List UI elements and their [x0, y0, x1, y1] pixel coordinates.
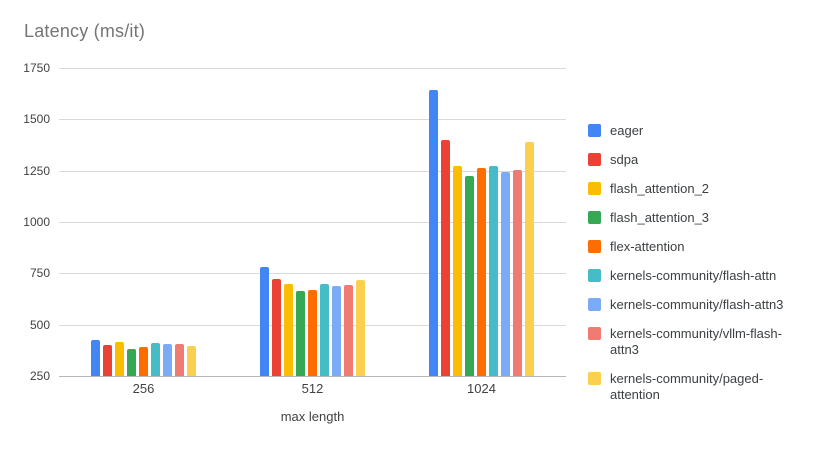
- y-axis-tick-label: 1250: [23, 163, 50, 178]
- bar-kernels-community/paged-attention: [187, 346, 196, 376]
- x-axis-tick-label: 256: [132, 381, 155, 396]
- bar-flex-attention: [308, 290, 317, 376]
- bar-kernels-community/flash-attn: [489, 166, 498, 376]
- bar-kernels-community/flash-attn3: [501, 172, 510, 376]
- x-axis-tick-labels: 256 512 1024: [59, 381, 566, 396]
- legend-item: flex-attention: [588, 239, 808, 255]
- bar-kernels-community/vllm-flash-attn3: [513, 170, 522, 376]
- x-axis-tick-label: 1024: [467, 381, 496, 396]
- gridline-1000: [59, 222, 566, 223]
- gridline-250: [59, 376, 566, 377]
- legend-item: kernels-community/flash-attn: [588, 268, 808, 284]
- chart-title: Latency (ms/it): [24, 21, 146, 41]
- y-axis-tick-label: 500: [29, 317, 50, 332]
- bar-kernels-community/vllm-flash-attn3: [175, 344, 184, 376]
- bar-kernels-community/flash-attn3: [163, 344, 172, 376]
- legend-item: sdpa: [588, 152, 808, 168]
- legend-swatch-icon: [588, 372, 601, 385]
- bar-flash_attention_2: [115, 342, 124, 376]
- bar-flash_attention_3: [465, 176, 474, 376]
- y-axis-tick-label: 1500: [23, 112, 50, 127]
- legend-swatch-icon: [588, 211, 601, 224]
- legend-item: kernels-community/flash-attn3: [588, 297, 808, 313]
- chart-legend: eager sdpa flash_attention_2 flash_attentio…: [588, 123, 808, 416]
- legend-label: kernels-community/vllm-flash-attn3: [610, 326, 782, 357]
- legend-label: eager: [610, 123, 644, 138]
- legend-swatch-icon: [588, 240, 601, 253]
- legend-swatch-icon: [588, 269, 601, 282]
- bar-flash_attention_3: [296, 291, 305, 376]
- bar-flash_attention_2: [284, 284, 293, 376]
- x-axis-title: max length: [280, 409, 345, 424]
- bar-groups: [59, 68, 566, 376]
- legend-swatch-icon: [588, 124, 601, 137]
- bar-flex-attention: [477, 168, 486, 376]
- plot-area: 250 500 750 1000 1250 1500 1750: [23, 61, 566, 383]
- legend-label: flash_attention_3: [610, 210, 710, 225]
- legend-label: flex-attention: [610, 239, 685, 254]
- bar-kernels-community/paged-attention: [356, 280, 365, 376]
- legend-label: flash_attention_2: [610, 181, 710, 196]
- bar-kernels-community/paged-attention: [525, 142, 534, 376]
- bar-group-512: [228, 68, 397, 376]
- bar-sdpa: [441, 140, 450, 376]
- legend-swatch-icon: [588, 182, 601, 195]
- legend-swatch-icon: [588, 153, 601, 166]
- legend-swatch-icon: [588, 327, 601, 340]
- legend-item: eager: [588, 123, 808, 139]
- legend-swatch-icon: [588, 298, 601, 311]
- bar-kernels-community/flash-attn: [151, 343, 160, 376]
- y-axis-tick-label: 750: [29, 266, 50, 281]
- legend-label: kernels-community/flash-attn3: [610, 297, 784, 312]
- gridline-750: [59, 273, 566, 275]
- bar-kernels-community/vllm-flash-attn3: [344, 285, 353, 376]
- legend-item: flash_attention_3: [588, 210, 808, 226]
- legend-label: sdpa: [610, 152, 639, 167]
- legend-item: flash_attention_2: [588, 181, 808, 197]
- legend-label: kernels-community/flash-attn: [610, 268, 777, 283]
- bar-sdpa: [272, 279, 281, 376]
- legend-item: kernels-community/vllm-flash-attn3: [588, 326, 808, 358]
- legend-label: kernels-community/paged-attention: [610, 371, 764, 402]
- bar-flash_attention_3: [127, 349, 136, 376]
- bar-eager: [429, 90, 438, 376]
- x-axis-tick-label: 512: [301, 381, 324, 396]
- bar-kernels-community/flash-attn3: [332, 286, 341, 376]
- bar-flex-attention: [139, 347, 148, 376]
- bar-sdpa: [103, 345, 112, 376]
- legend-item: kernels-community/paged-attention: [588, 371, 808, 403]
- y-axis-tick-label: 1750: [23, 61, 50, 75]
- y-axis-tick-label: 250: [29, 369, 50, 383]
- y-axis-tick-label: 1000: [23, 215, 50, 229]
- bar-flash_attention_2: [453, 166, 462, 376]
- bar-eager: [260, 267, 269, 376]
- bar-eager: [91, 340, 100, 376]
- bar-kernels-community/flash-attn: [320, 284, 329, 376]
- gridline-1500: [59, 119, 566, 121]
- gridline-1250: [59, 170, 566, 172]
- gridline-1750: [59, 68, 566, 69]
- bar-group-256: [59, 68, 228, 376]
- bar-group-1024: [397, 68, 566, 376]
